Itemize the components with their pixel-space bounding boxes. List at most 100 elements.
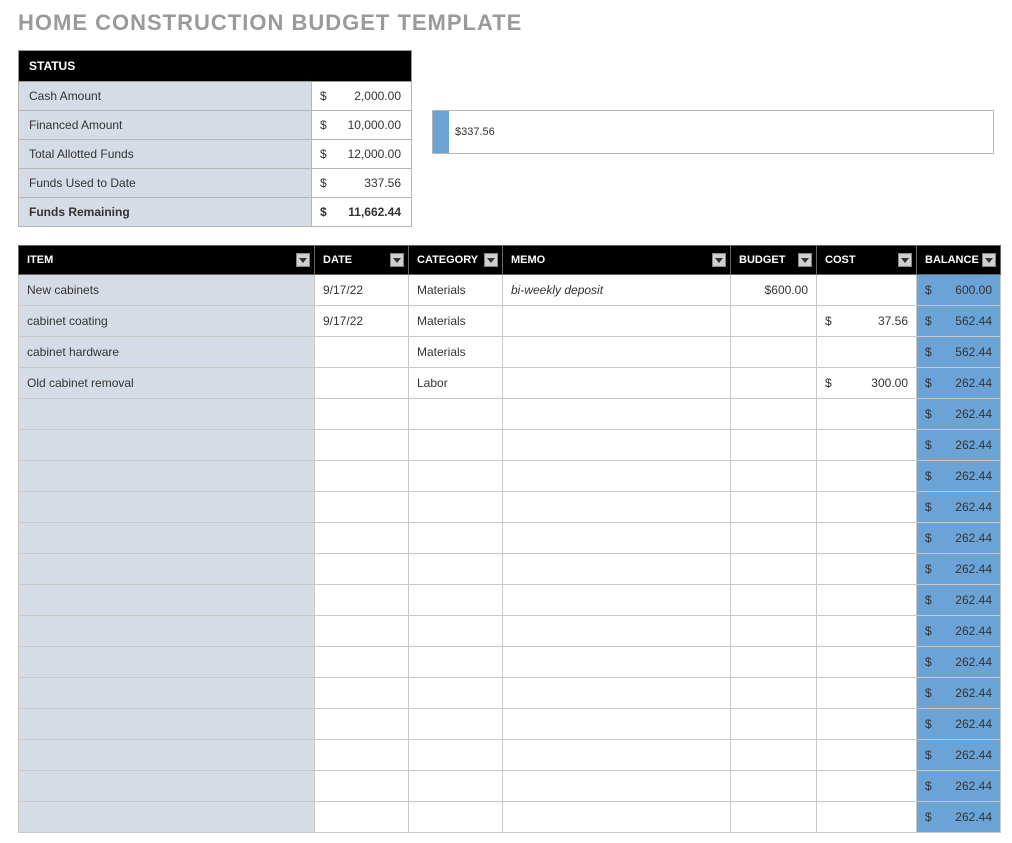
cell-balance[interactable]: $262.44 xyxy=(917,430,1001,461)
cell-budget[interactable] xyxy=(731,492,817,523)
cell-category[interactable] xyxy=(409,554,503,585)
cell-budget[interactable] xyxy=(731,399,817,430)
cell-category[interactable] xyxy=(409,647,503,678)
cell-memo[interactable] xyxy=(503,709,731,740)
cell-cost[interactable] xyxy=(817,523,917,554)
cell-memo[interactable] xyxy=(503,585,731,616)
filter-dropdown-icon[interactable] xyxy=(898,253,912,267)
cell-memo[interactable] xyxy=(503,554,731,585)
status-value[interactable]: $337.56 xyxy=(312,169,412,198)
cell-date[interactable] xyxy=(315,771,409,802)
status-value[interactable]: $2,000.00 xyxy=(312,82,412,111)
cell-budget[interactable] xyxy=(731,585,817,616)
cell-item[interactable] xyxy=(19,399,315,430)
cell-category[interactable] xyxy=(409,523,503,554)
cell-date[interactable] xyxy=(315,585,409,616)
cell-cost[interactable] xyxy=(817,492,917,523)
cell-balance[interactable]: $262.44 xyxy=(917,802,1001,833)
cell-balance[interactable]: $262.44 xyxy=(917,554,1001,585)
cell-budget[interactable] xyxy=(731,337,817,368)
cell-date[interactable] xyxy=(315,709,409,740)
filter-dropdown-icon[interactable] xyxy=(712,253,726,267)
status-label[interactable]: Financed Amount xyxy=(19,111,312,140)
cell-balance[interactable]: $262.44 xyxy=(917,709,1001,740)
cell-cost[interactable] xyxy=(817,430,917,461)
cell-memo[interactable]: bi-weekly deposit xyxy=(503,275,731,306)
cell-item[interactable] xyxy=(19,771,315,802)
cell-item[interactable]: Old cabinet removal xyxy=(19,368,315,399)
cell-budget[interactable] xyxy=(731,647,817,678)
cell-date[interactable] xyxy=(315,430,409,461)
cell-cost[interactable] xyxy=(817,709,917,740)
cell-memo[interactable] xyxy=(503,461,731,492)
cell-cost[interactable]: $300.00 xyxy=(817,368,917,399)
cell-balance[interactable]: $262.44 xyxy=(917,740,1001,771)
cell-cost[interactable] xyxy=(817,554,917,585)
cell-item[interactable] xyxy=(19,616,315,647)
cell-budget[interactable] xyxy=(731,554,817,585)
cell-budget[interactable] xyxy=(731,616,817,647)
cell-budget[interactable] xyxy=(731,461,817,492)
cell-memo[interactable] xyxy=(503,678,731,709)
cell-date[interactable] xyxy=(315,368,409,399)
cell-date[interactable] xyxy=(315,554,409,585)
cell-memo[interactable] xyxy=(503,399,731,430)
cell-date[interactable] xyxy=(315,740,409,771)
cell-date[interactable] xyxy=(315,616,409,647)
cell-item[interactable] xyxy=(19,647,315,678)
status-value[interactable]: $10,000.00 xyxy=(312,111,412,140)
cell-budget[interactable]: $600.00 xyxy=(731,275,817,306)
cell-item[interactable]: New cabinets xyxy=(19,275,315,306)
cell-memo[interactable] xyxy=(503,337,731,368)
cell-date[interactable] xyxy=(315,337,409,368)
cell-balance[interactable]: $262.44 xyxy=(917,492,1001,523)
cell-memo[interactable] xyxy=(503,523,731,554)
cell-category[interactable] xyxy=(409,430,503,461)
cell-balance[interactable]: $262.44 xyxy=(917,771,1001,802)
cell-category[interactable] xyxy=(409,678,503,709)
cell-balance[interactable]: $262.44 xyxy=(917,616,1001,647)
cell-cost[interactable] xyxy=(817,616,917,647)
cell-item[interactable] xyxy=(19,430,315,461)
cell-cost[interactable] xyxy=(817,771,917,802)
cell-date[interactable] xyxy=(315,461,409,492)
cell-balance[interactable]: $562.44 xyxy=(917,306,1001,337)
cell-cost[interactable] xyxy=(817,585,917,616)
cell-memo[interactable] xyxy=(503,616,731,647)
cell-budget[interactable] xyxy=(731,306,817,337)
cell-budget[interactable] xyxy=(731,802,817,833)
status-label[interactable]: Funds Remaining xyxy=(19,198,312,227)
cell-balance[interactable]: $262.44 xyxy=(917,585,1001,616)
cell-balance[interactable]: $262.44 xyxy=(917,368,1001,399)
cell-cost[interactable] xyxy=(817,802,917,833)
cell-category[interactable] xyxy=(409,399,503,430)
cell-cost[interactable] xyxy=(817,678,917,709)
cell-date[interactable] xyxy=(315,647,409,678)
filter-dropdown-icon[interactable] xyxy=(390,253,404,267)
cell-cost[interactable] xyxy=(817,461,917,492)
status-value[interactable]: $11,662.44 xyxy=(312,198,412,227)
cell-date[interactable] xyxy=(315,492,409,523)
cell-category[interactable] xyxy=(409,616,503,647)
cell-cost[interactable]: $37.56 xyxy=(817,306,917,337)
cell-budget[interactable] xyxy=(731,368,817,399)
cell-date[interactable] xyxy=(315,399,409,430)
cell-date[interactable] xyxy=(315,523,409,554)
cell-budget[interactable] xyxy=(731,771,817,802)
status-label[interactable]: Total Allotted Funds xyxy=(19,140,312,169)
cell-memo[interactable] xyxy=(503,368,731,399)
cell-balance[interactable]: $262.44 xyxy=(917,399,1001,430)
cell-category[interactable]: Labor xyxy=(409,368,503,399)
status-value[interactable]: $12,000.00 xyxy=(312,140,412,169)
cell-memo[interactable] xyxy=(503,771,731,802)
cell-item[interactable] xyxy=(19,554,315,585)
filter-dropdown-icon[interactable] xyxy=(798,253,812,267)
cell-memo[interactable] xyxy=(503,306,731,337)
cell-category[interactable] xyxy=(409,492,503,523)
cell-memo[interactable] xyxy=(503,740,731,771)
cell-cost[interactable] xyxy=(817,337,917,368)
filter-dropdown-icon[interactable] xyxy=(296,253,310,267)
cell-cost[interactable] xyxy=(817,399,917,430)
cell-item[interactable] xyxy=(19,523,315,554)
cell-category[interactable] xyxy=(409,771,503,802)
